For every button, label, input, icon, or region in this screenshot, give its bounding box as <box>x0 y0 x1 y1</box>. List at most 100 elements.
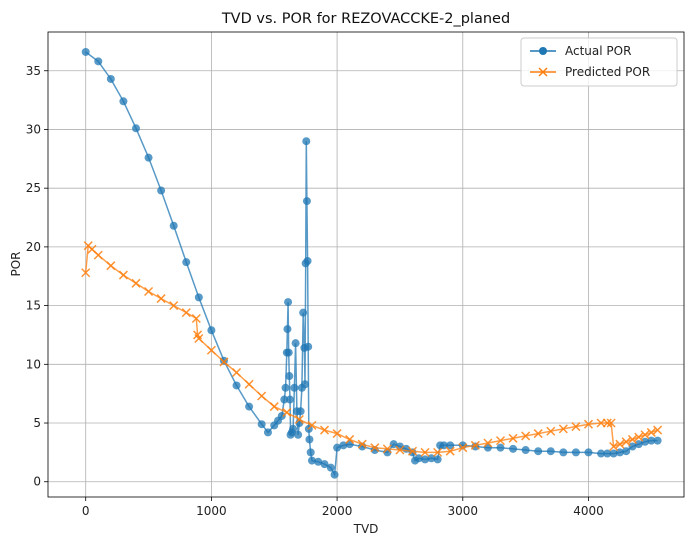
data-point <box>646 427 656 437</box>
data-point <box>289 424 298 433</box>
data-point <box>302 137 311 146</box>
data-point <box>647 436 656 445</box>
data-point <box>81 47 90 56</box>
data-point <box>302 197 311 206</box>
data-point <box>634 440 643 449</box>
data-point <box>597 449 606 458</box>
data-point <box>609 449 618 458</box>
data-point <box>627 434 637 444</box>
data-point <box>521 446 530 455</box>
data-point <box>458 443 468 453</box>
data-point <box>370 443 380 453</box>
data-point <box>144 286 154 297</box>
data-point <box>319 425 330 435</box>
data-point <box>495 436 506 446</box>
data-point <box>245 402 254 411</box>
data-point <box>307 456 316 465</box>
legend-box <box>520 37 678 87</box>
data-point <box>294 430 303 439</box>
data-point <box>81 268 91 278</box>
data-point <box>395 445 405 455</box>
data-point <box>156 294 166 304</box>
data-point <box>291 339 300 348</box>
data-point <box>232 367 242 378</box>
data-point <box>615 448 624 457</box>
data-point <box>169 301 179 311</box>
legend-marker-predicted <box>538 67 548 77</box>
x-tick-label: 4000 <box>573 504 604 518</box>
plot-frame <box>47 31 685 498</box>
data-point <box>169 221 178 230</box>
data-point <box>609 441 619 452</box>
data-point <box>433 455 442 464</box>
data-point <box>408 448 417 457</box>
x-tick-label: 3000 <box>448 504 479 518</box>
data-point <box>571 422 581 432</box>
data-point <box>427 454 436 463</box>
data-point <box>131 124 140 133</box>
data-point <box>546 447 555 456</box>
data-point <box>653 425 663 435</box>
data-point <box>559 448 568 457</box>
data-point <box>641 437 650 446</box>
data-point <box>534 447 543 456</box>
data-point <box>508 433 518 443</box>
data-point <box>382 444 392 454</box>
data-point <box>521 431 531 441</box>
data-point <box>284 348 293 357</box>
data-point <box>206 345 216 355</box>
data-point <box>144 153 153 162</box>
data-point <box>232 381 241 390</box>
data-point <box>106 74 115 83</box>
data-point <box>446 441 455 450</box>
data-point <box>345 434 355 444</box>
data-point <box>320 460 329 469</box>
data-point <box>257 420 266 429</box>
data-point <box>470 440 480 450</box>
data-point <box>421 455 430 464</box>
data-point <box>244 379 254 389</box>
chart-title: TVD vs. POR for REZOVACCKE-2_planed <box>221 11 510 27</box>
data-point <box>299 308 308 317</box>
data-point <box>277 411 286 420</box>
data-point <box>285 372 294 381</box>
data-point <box>182 258 191 267</box>
data-point <box>118 270 128 280</box>
data-point <box>194 293 203 302</box>
data-point <box>533 429 543 439</box>
y-tick-label: 30 <box>26 122 41 136</box>
data-point <box>301 380 310 389</box>
data-point <box>602 418 612 428</box>
data-point <box>333 443 342 452</box>
data-point <box>94 57 103 66</box>
data-point <box>389 440 398 449</box>
data-point <box>194 333 204 344</box>
series-predicted-por <box>81 241 663 457</box>
legend-label-predicted: Predicted POR <box>565 65 650 79</box>
y-tick-label: 35 <box>26 64 41 78</box>
data-point <box>439 441 448 450</box>
data-point <box>509 444 518 453</box>
data-point <box>433 447 443 457</box>
data-point <box>628 442 637 451</box>
y-axis-label: POR <box>9 251 23 276</box>
data-point <box>414 454 423 463</box>
data-point <box>653 436 662 445</box>
axis-ticks: 0 1000 2000 3000 4000 0 5 10 15 20 25 30 35 <box>26 64 604 518</box>
data-point <box>546 426 556 436</box>
data-point <box>314 457 323 466</box>
data-point <box>330 470 339 479</box>
data-point <box>307 420 317 430</box>
y-tick-label: 15 <box>26 299 41 313</box>
data-point <box>263 428 272 437</box>
data-point <box>407 446 418 456</box>
data-point <box>445 446 455 456</box>
y-tick-label: 25 <box>26 181 41 195</box>
data-point <box>106 261 116 271</box>
data-point <box>303 256 312 265</box>
data-point <box>615 439 625 449</box>
data-point <box>157 186 166 195</box>
data-point <box>119 97 128 106</box>
data-point <box>257 391 267 401</box>
